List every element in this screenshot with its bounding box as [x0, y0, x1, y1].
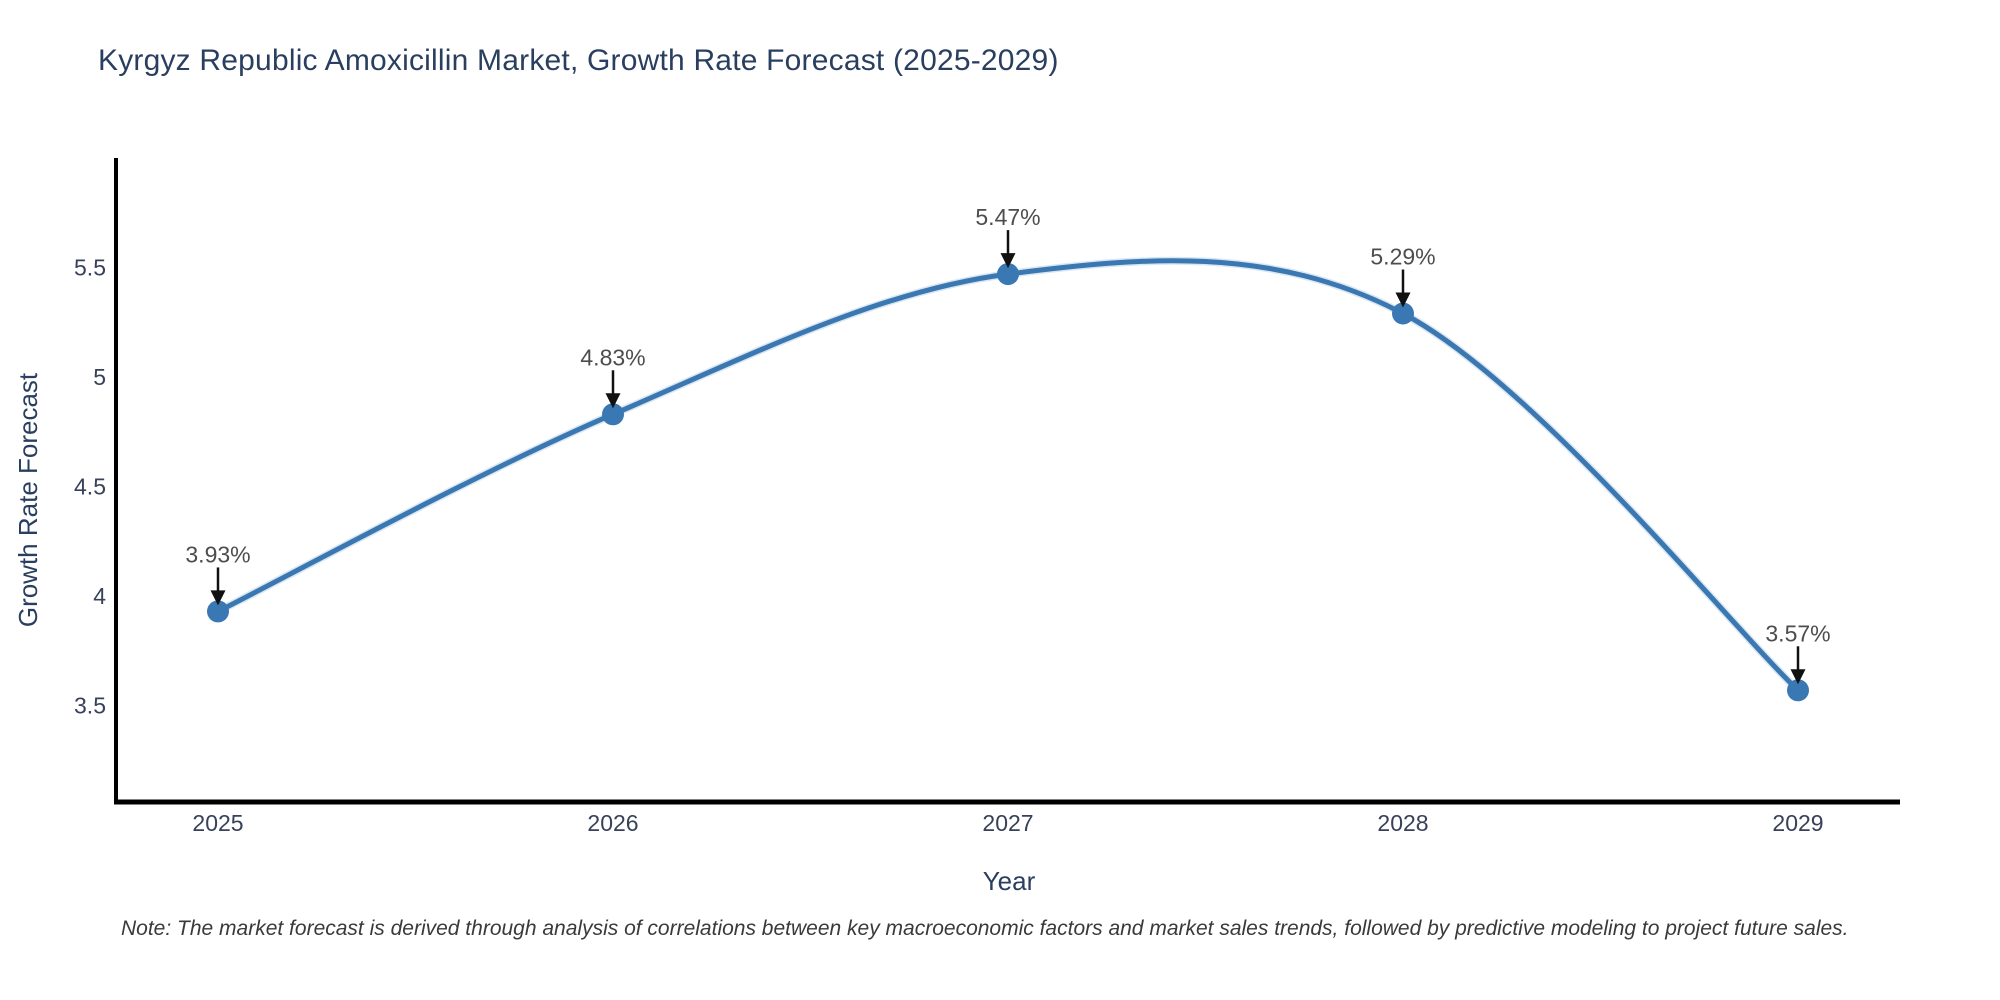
- forecast-line-halo: [214, 256, 1802, 695]
- annotation-arrowhead: [605, 393, 621, 409]
- data-point-marker: [1787, 679, 1809, 702]
- y-tick-label: 4: [93, 583, 106, 609]
- data-point-marker: [207, 600, 229, 623]
- data-point-label: 4.83%: [580, 344, 645, 370]
- annotation-arrowhead: [210, 590, 226, 606]
- data-point-label: 5.29%: [1370, 244, 1435, 270]
- chart-title: Kyrgyz Republic Amoxicillin Market, Grow…: [98, 44, 1059, 77]
- y-tick-label: 3.5: [74, 693, 106, 719]
- data-point-label: 3.57%: [1765, 620, 1830, 646]
- y-tick-label: 5.5: [74, 255, 106, 281]
- x-tick-label: 2029: [1772, 810, 1823, 836]
- data-point-label: 5.47%: [975, 204, 1040, 230]
- x-tick-label: 2026: [587, 810, 638, 836]
- x-axis-title: Year: [983, 866, 1036, 896]
- annotation-arrowhead: [1395, 292, 1411, 308]
- forecast-line: [215, 258, 1801, 693]
- x-tick-label: 2025: [192, 810, 243, 836]
- x-tick-label: 2027: [982, 810, 1033, 836]
- y-axis-title: Growth Rate Forecast: [13, 372, 43, 627]
- x-tick-label: 2028: [1377, 810, 1428, 836]
- annotation-arrowhead: [1000, 253, 1016, 269]
- y-tick-label: 4.5: [74, 474, 106, 500]
- data-point-label: 3.93%: [185, 541, 250, 567]
- data-point-marker: [1392, 302, 1414, 325]
- y-tick-label: 5: [93, 364, 106, 390]
- data-point-marker: [602, 403, 624, 426]
- annotation-arrowhead: [1790, 669, 1806, 685]
- data-point-marker: [997, 263, 1019, 286]
- footnote: Note: The market forecast is derived thr…: [121, 917, 1849, 940]
